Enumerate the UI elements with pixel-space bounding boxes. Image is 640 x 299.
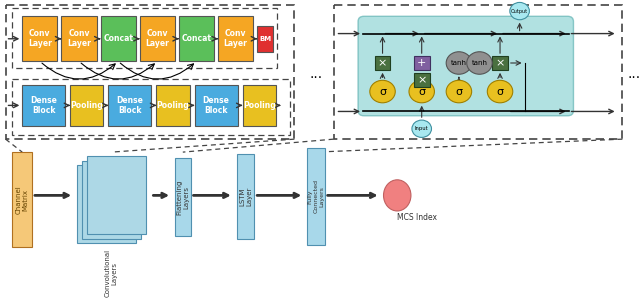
- Bar: [22, 85, 65, 126]
- Text: σ: σ: [456, 86, 463, 97]
- Text: Convolutional
Layers: Convolutional Layers: [105, 249, 118, 297]
- Bar: [156, 85, 189, 126]
- Text: Pooling: Pooling: [70, 101, 103, 110]
- Bar: [374, 56, 390, 70]
- Text: Concat: Concat: [103, 34, 133, 43]
- Bar: [257, 26, 273, 52]
- Text: MCS Index: MCS Index: [397, 213, 437, 222]
- Bar: [218, 16, 253, 61]
- Bar: [179, 16, 214, 61]
- Bar: [243, 85, 276, 126]
- Bar: [6, 5, 294, 139]
- Circle shape: [446, 80, 472, 103]
- Bar: [100, 16, 136, 61]
- Circle shape: [487, 80, 513, 103]
- Text: LSTM
Layer: LSTM Layer: [239, 187, 252, 206]
- Circle shape: [446, 52, 472, 74]
- Bar: [22, 16, 58, 61]
- Bar: [140, 16, 175, 61]
- Text: ×: ×: [378, 58, 387, 68]
- Bar: [414, 73, 429, 87]
- Text: σ: σ: [379, 86, 386, 97]
- Text: Dense
Block: Dense Block: [30, 96, 57, 115]
- Text: Channel
Matrix: Channel Matrix: [16, 185, 29, 214]
- Bar: [77, 165, 136, 243]
- Text: Output: Output: [511, 9, 528, 13]
- Text: Pooling: Pooling: [243, 101, 276, 110]
- Bar: [237, 154, 254, 239]
- Circle shape: [510, 2, 529, 20]
- Bar: [12, 79, 289, 135]
- Bar: [82, 161, 141, 239]
- Text: Concat: Concat: [182, 34, 211, 43]
- Text: Fully
Connected
Layers: Fully Connected Layers: [308, 179, 324, 213]
- Bar: [492, 56, 508, 70]
- Text: σ: σ: [497, 86, 504, 97]
- Text: σ: σ: [418, 86, 425, 97]
- Bar: [61, 16, 97, 61]
- Text: Dense
Block: Dense Block: [203, 96, 230, 115]
- Text: Pooling: Pooling: [157, 101, 189, 110]
- Bar: [108, 85, 152, 126]
- Bar: [70, 85, 104, 126]
- Circle shape: [412, 120, 431, 138]
- FancyBboxPatch shape: [358, 16, 573, 116]
- Bar: [307, 148, 324, 245]
- Bar: [333, 5, 623, 139]
- Text: tanh: tanh: [451, 60, 467, 66]
- Text: Dense
Block: Dense Block: [116, 96, 143, 115]
- Text: Conv
Layer: Conv Layer: [224, 29, 248, 48]
- Bar: [87, 156, 146, 234]
- Text: Input: Input: [415, 126, 429, 131]
- Text: Flattening
Layers: Flattening Layers: [176, 179, 189, 215]
- Ellipse shape: [383, 180, 411, 211]
- Circle shape: [409, 80, 435, 103]
- Text: Conv
Layer: Conv Layer: [28, 29, 52, 48]
- Text: tanh: tanh: [472, 60, 488, 66]
- Text: Conv
Layer: Conv Layer: [67, 29, 91, 48]
- Text: ...: ...: [628, 67, 640, 81]
- Text: BM: BM: [259, 36, 271, 42]
- Bar: [195, 85, 237, 126]
- Text: Conv
Layer: Conv Layer: [145, 29, 170, 48]
- Bar: [12, 152, 32, 247]
- Bar: [175, 158, 191, 236]
- Circle shape: [370, 80, 396, 103]
- Text: ×: ×: [495, 58, 505, 68]
- Text: ×: ×: [417, 75, 426, 85]
- Text: +: +: [417, 58, 426, 68]
- Bar: [414, 56, 429, 70]
- Text: ...: ...: [309, 67, 323, 81]
- Bar: [12, 7, 277, 68]
- Circle shape: [467, 52, 492, 74]
